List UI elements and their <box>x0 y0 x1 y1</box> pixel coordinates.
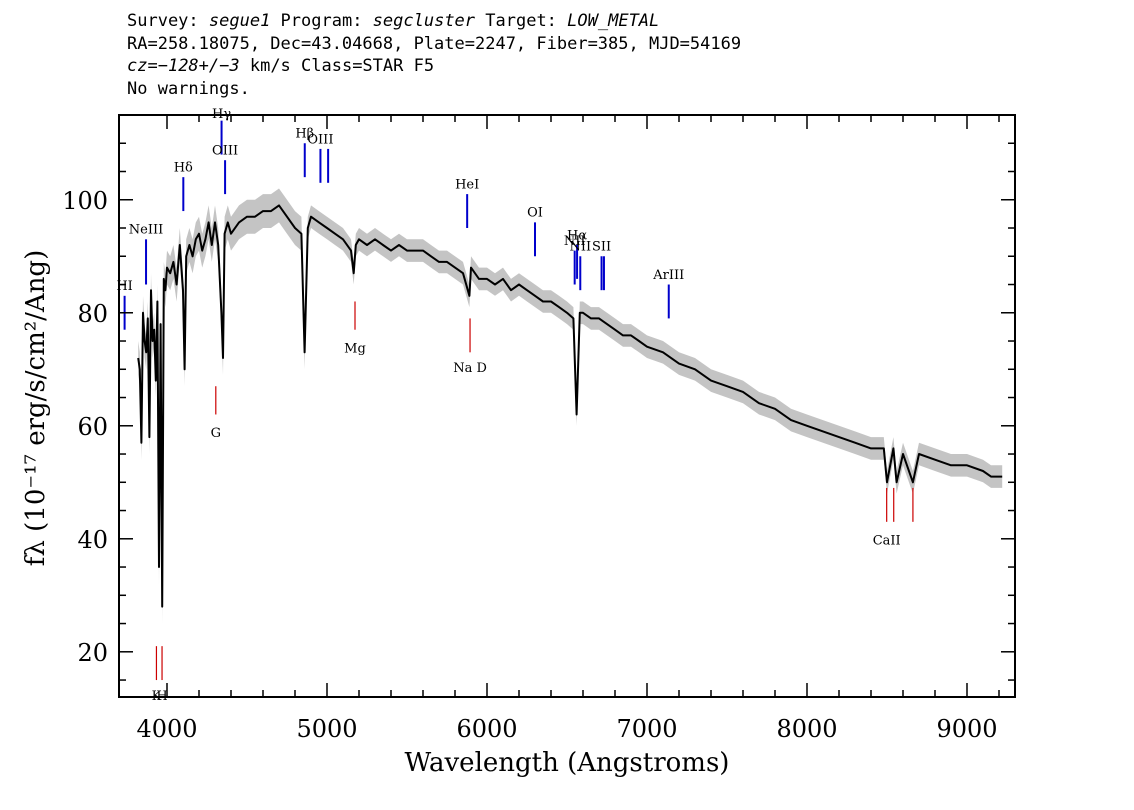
target-label: Target: <box>475 11 568 31</box>
y-tick-label: 80 <box>77 300 108 328</box>
emission-line-label: Hβ <box>295 127 314 142</box>
emission-line-label: OIII <box>212 144 238 159</box>
x-axis: 4000 5000 6000 7000 8000 9000 <box>136 115 1000 743</box>
emission-line-label: OI <box>527 206 543 221</box>
header-line-warnings: No warnings. <box>127 78 250 99</box>
emission-line-label: HI <box>116 279 132 294</box>
emission-line-label: OIII <box>307 132 333 147</box>
x-tick-label: 8000 <box>776 715 837 743</box>
flux-series <box>137 204 1003 608</box>
cz-value: −128+/−3 <box>157 56 240 76</box>
emission-line-label: Hδ <box>174 161 193 176</box>
y-axis-label: fλ (10⁻¹⁷ erg/s/cm²/Ang) <box>21 250 51 566</box>
emission-line-label: HeI <box>455 177 479 192</box>
cz-class: km/s Class=STAR F5 <box>239 56 435 76</box>
emission-line-label: NeIII <box>129 223 163 238</box>
x-tick-label: 7000 <box>616 715 677 743</box>
plot-frame <box>118 114 1016 698</box>
program-label: Program: <box>270 11 373 31</box>
emission-line-label: NII <box>569 240 591 255</box>
emission-line-label: NII <box>564 234 586 249</box>
emission-line-label: ArIII <box>652 268 684 283</box>
y-axis: 20 40 60 80 100 <box>62 142 1015 681</box>
header-line-survey: Survey: segue1 Program: segcluster Targe… <box>127 10 741 33</box>
x-tick-label: 5000 <box>296 715 357 743</box>
emission-line-label: SII <box>592 240 611 255</box>
absorption-line-label: Mg <box>344 341 366 356</box>
x-tick-label: 4000 <box>136 715 197 743</box>
program-value: segcluster <box>372 11 476 31</box>
header-line-redshift: cz=−128+/−3 km/s Class=STAR F5 <box>127 55 741 78</box>
emission-line-label: Hα <box>567 228 587 243</box>
absorption-line-label: Na D <box>453 361 487 376</box>
absorption-line-label: G <box>211 426 221 441</box>
x-tick-label: 6000 <box>456 715 517 743</box>
header-line-coordinates: RA=258.18075, Dec=43.04668, Plate=2247, … <box>127 33 742 54</box>
target-value: LOW_METAL <box>567 11 660 31</box>
y-tick-label: 20 <box>77 639 108 667</box>
cz-label: cz= <box>127 56 158 76</box>
flux-line <box>137 204 1003 608</box>
y-tick-label: 40 <box>77 526 108 554</box>
y-tick-label: 100 <box>62 187 108 215</box>
survey-label: Survey: <box>127 11 209 31</box>
spectrum-header: Survey: segue1 Program: segcluster Targe… <box>127 10 741 100</box>
x-axis-label: Wavelength (Angstroms) <box>405 748 730 778</box>
y-tick-label: 60 <box>77 413 108 441</box>
x-tick-label: 9000 <box>936 715 997 743</box>
absorption-line-label: CaII <box>873 533 901 548</box>
survey-value: segue1 <box>208 11 271 31</box>
